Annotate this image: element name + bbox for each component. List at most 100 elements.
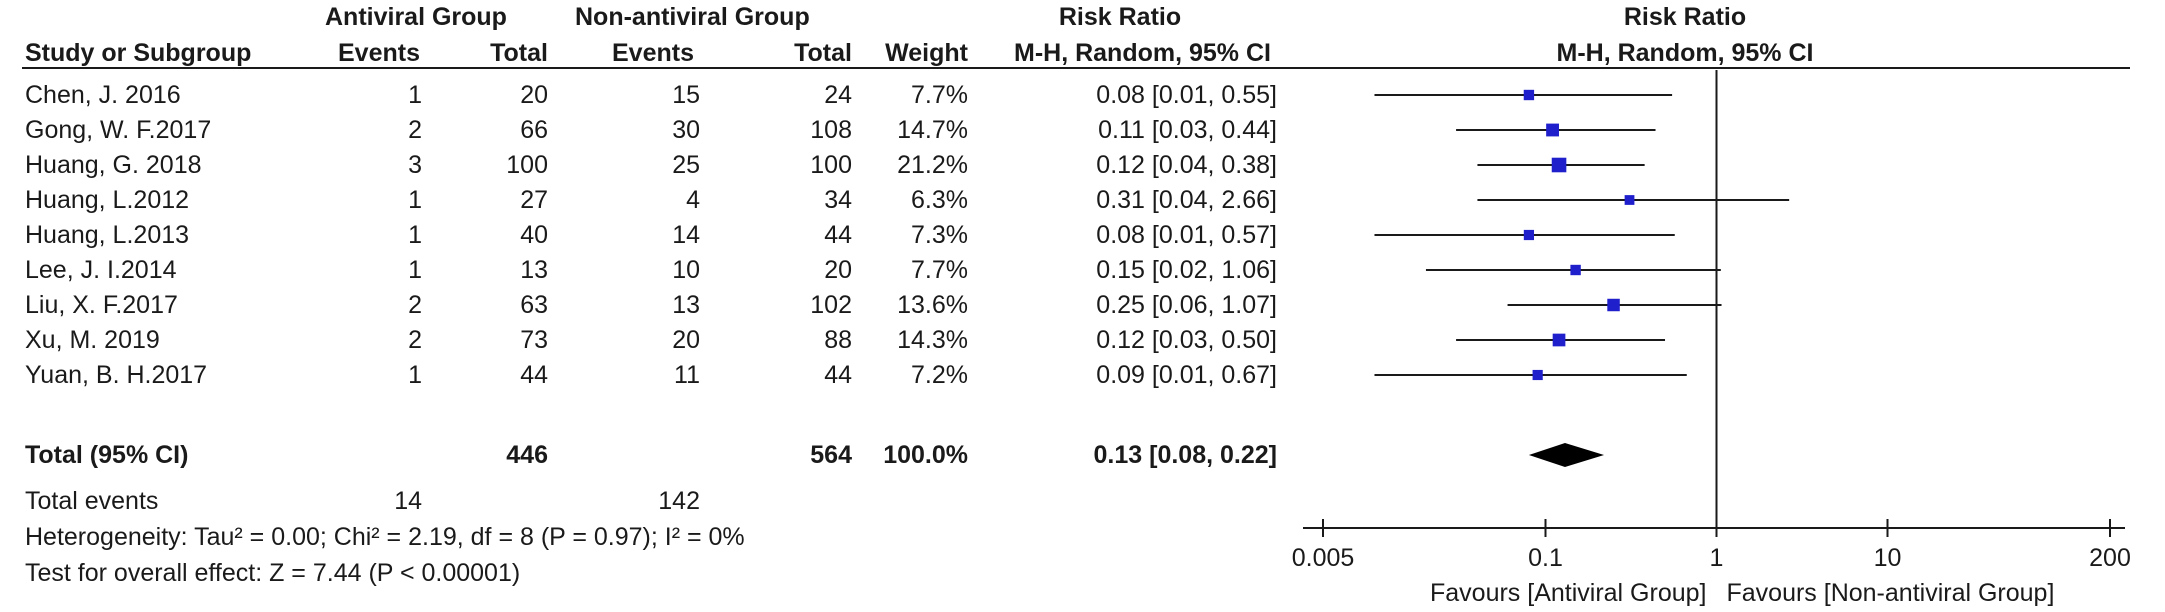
total-a: 20 <box>520 81 548 109</box>
weight: 21.2% <box>897 151 968 179</box>
total-events-label: Total events <box>25 487 159 515</box>
weight: 14.7% <box>897 116 968 144</box>
total-b: 34 <box>824 186 852 214</box>
tick-label: 1 <box>1710 544 1724 572</box>
study-name: Xu, M. 2019 <box>25 326 160 354</box>
study-marker <box>1551 157 1567 173</box>
total-risk-ratio-ci: 0.13 [0.08, 0.22] <box>1093 441 1277 469</box>
total-b: 88 <box>824 326 852 354</box>
events-b: 20 <box>672 326 700 354</box>
total-a: 66 <box>520 116 548 144</box>
events-b: 30 <box>672 116 700 144</box>
total-b: 44 <box>824 361 852 389</box>
tick-label: 10 <box>1874 544 1902 572</box>
risk-ratio-ci: 0.08 [0.01, 0.57] <box>1096 221 1277 249</box>
total-events-b: 142 <box>658 487 700 515</box>
weight: 13.6% <box>897 291 968 319</box>
total-b: 20 <box>824 256 852 284</box>
heterogeneity-text: Heterogeneity: Tau² = 0.00; Chi² = 2.19,… <box>25 523 745 551</box>
study-name: Liu, X. F.2017 <box>25 291 178 319</box>
tick-label: 0.005 <box>1292 544 1355 572</box>
events-b: 13 <box>672 291 700 319</box>
total-a: 63 <box>520 291 548 319</box>
risk-ratio-header: Risk Ratio <box>1058 3 1182 31</box>
study-marker <box>1570 264 1581 276</box>
risk-ratio-ci: 0.12 [0.03, 0.50] <box>1096 326 1277 354</box>
total-events-a: 14 <box>394 487 422 515</box>
total-a-header: Total <box>490 39 548 67</box>
total-b: 108 <box>810 116 852 144</box>
pooled-diamond <box>1528 443 1605 467</box>
plot-header-underline <box>1300 67 2130 69</box>
events-a: 1 <box>408 81 422 109</box>
tick-label: 200 <box>2089 544 2131 572</box>
study-name: Yuan, B. H.2017 <box>25 361 208 389</box>
study-name: Huang, L.2012 <box>25 186 190 214</box>
total-a: 44 <box>520 361 548 389</box>
method-header: M-H, Random, 95% CI <box>1014 39 1271 67</box>
total-label: Total (95% CI) <box>25 441 189 469</box>
events-a: 1 <box>408 221 422 249</box>
tick-label: 0.1 <box>1528 544 1563 572</box>
favours-left-label: Favours [Antiviral Group] <box>1430 579 1707 607</box>
group-a-header: Antiviral Group <box>325 3 507 31</box>
events-b: 15 <box>672 81 700 109</box>
risk-ratio-ci: 0.08 [0.01, 0.55] <box>1096 81 1277 109</box>
events-a-header: Events <box>338 39 420 67</box>
risk-ratio-ci: 0.31 [0.04, 2.66] <box>1096 186 1277 214</box>
total-b-header: Total <box>794 39 852 67</box>
method-plot-header: M-H, Random, 95% CI <box>1556 39 1814 67</box>
weight: 7.3% <box>911 221 968 249</box>
events-b: 10 <box>672 256 700 284</box>
events-a: 2 <box>408 326 422 354</box>
events-a: 2 <box>408 291 422 319</box>
risk-ratio-plot-header: Risk Ratio <box>1623 3 1747 31</box>
weight: 7.7% <box>911 81 968 109</box>
total-b: 44 <box>824 221 852 249</box>
events-b: 4 <box>686 186 700 214</box>
weight-header: Weight <box>885 39 968 67</box>
study-header: Study or Subgroup <box>25 39 252 67</box>
study-marker <box>1624 195 1635 205</box>
study-name: Huang, G. 2018 <box>25 151 202 179</box>
risk-ratio-ci: 0.12 [0.04, 0.38] <box>1096 151 1277 179</box>
study-name: Chen, J. 2016 <box>25 81 181 109</box>
events-a: 2 <box>408 116 422 144</box>
study-marker <box>1532 369 1543 381</box>
total-b: 102 <box>810 291 852 319</box>
study-marker <box>1607 298 1620 312</box>
total-a: 40 <box>520 221 548 249</box>
total-b: 24 <box>824 81 852 109</box>
total-b: 100 <box>810 151 852 179</box>
events-b: 14 <box>672 221 700 249</box>
events-a: 1 <box>408 186 422 214</box>
header-underline <box>22 67 1305 69</box>
total-weight: 100.0% <box>883 441 968 469</box>
events-a: 1 <box>408 256 422 284</box>
total-a-sum: 446 <box>506 441 548 469</box>
total-a: 13 <box>520 256 548 284</box>
study-name: Lee, J. I.2014 <box>25 256 177 284</box>
total-b-sum: 564 <box>810 441 852 469</box>
group-b-header: Non-antiviral Group <box>575 3 810 31</box>
risk-ratio-ci: 0.25 [0.06, 1.07] <box>1096 291 1277 319</box>
weight: 7.2% <box>911 361 968 389</box>
total-a: 27 <box>520 186 548 214</box>
weight: 6.3% <box>911 186 968 214</box>
total-a: 73 <box>520 326 548 354</box>
study-name: Gong, W. F.2017 <box>25 116 212 144</box>
risk-ratio-ci: 0.09 [0.01, 0.67] <box>1096 361 1277 389</box>
total-a: 100 <box>506 151 548 179</box>
study-marker <box>1546 123 1559 137</box>
events-a: 1 <box>408 361 422 389</box>
study-marker <box>1523 89 1535 101</box>
risk-ratio-ci: 0.15 [0.02, 1.06] <box>1096 256 1277 284</box>
events-a: 3 <box>408 151 422 179</box>
favours-right-label: Favours [Non-antiviral Group] <box>1727 579 2055 607</box>
events-b: 25 <box>672 151 700 179</box>
study-marker <box>1523 229 1535 241</box>
overall-effect-text: Test for overall effect: Z = 7.44 (P < 0… <box>25 559 521 587</box>
events-b: 11 <box>674 361 700 389</box>
events-b-header: Events <box>612 39 694 67</box>
